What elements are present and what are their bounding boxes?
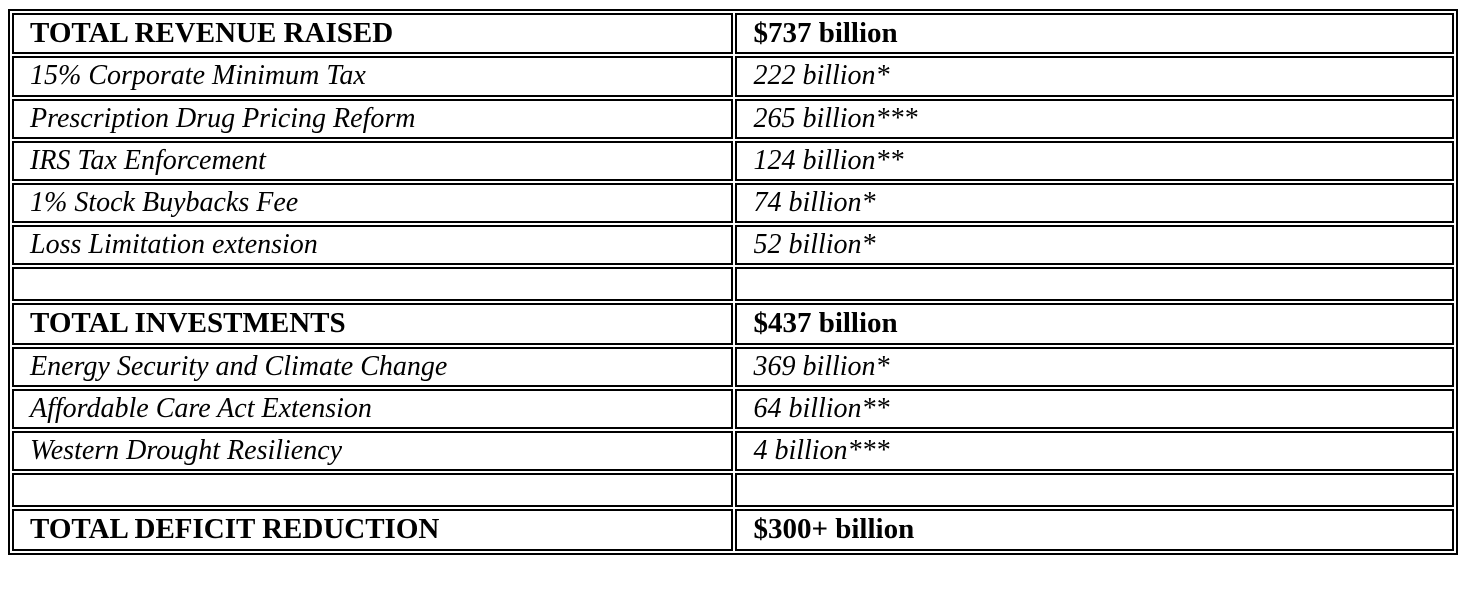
item-cell: TOTAL INVESTMENTS (12, 303, 734, 345)
amount-cell: 64 billion** (735, 388, 1454, 429)
amount-cell: $737 billion (735, 13, 1454, 55)
amount-cell (735, 473, 1454, 508)
budget-summary-table: TOTAL REVENUE RAISED $737 billion 15% Corp… (8, 9, 1458, 555)
table-row: TOTAL REVENUE RAISED $737 billion (12, 13, 1454, 55)
amount-cell: $300+ billion (735, 509, 1454, 551)
item-cell: IRS Tax Enforcement (12, 140, 734, 181)
item-cell: Prescription Drug Pricing Reform (12, 98, 734, 139)
table-row: 15% Corporate Minimum Tax 222 billion* (12, 56, 1454, 97)
amount-cell: $437 billion (735, 303, 1454, 345)
item-cell: Energy Security and Climate Change (12, 346, 734, 387)
table-row: IRS Tax Enforcement 124 billion** (12, 140, 1454, 181)
item-cell: TOTAL REVENUE RAISED (12, 13, 734, 55)
table-row: 1% Stock Buybacks Fee 74 billion* (12, 182, 1454, 224)
item-cell: 1% Stock Buybacks Fee (12, 182, 734, 224)
table-row: Prescription Drug Pricing Reform 265 bill… (12, 98, 1454, 139)
amount-cell: 74 billion* (735, 182, 1454, 224)
spacer-row (12, 267, 1454, 302)
amount-cell (735, 267, 1454, 302)
spacer-row (12, 473, 1454, 508)
item-cell: Affordable Care Act Extension (12, 388, 734, 429)
item-cell: 15% Corporate Minimum Tax (12, 56, 734, 97)
table-row: Energy Security and Climate Change 369 bi… (12, 346, 1454, 387)
table-row: Western Drought Resiliency 4 billion*** (12, 431, 1454, 472)
item-cell: Western Drought Resiliency (12, 431, 734, 472)
amount-cell: 265 billion*** (735, 98, 1454, 139)
table-row: Affordable Care Act Extension 64 billion*… (12, 388, 1454, 429)
table-row: TOTAL DEFICIT REDUCTION $300+ billion (12, 509, 1454, 551)
item-cell (12, 267, 734, 302)
amount-cell: 124 billion** (735, 140, 1454, 181)
item-cell (12, 473, 734, 508)
amount-cell: 52 billion* (735, 225, 1454, 266)
amount-cell: 222 billion* (735, 56, 1454, 97)
table-row: TOTAL INVESTMENTS $437 billion (12, 303, 1454, 345)
item-cell: Loss Limitation extension (12, 225, 734, 266)
budget-summary-table-body: TOTAL REVENUE RAISED $737 billion 15% Corp… (12, 13, 1454, 551)
table-row: Loss Limitation extension 52 billion* (12, 225, 1454, 266)
amount-cell: 4 billion*** (735, 431, 1454, 472)
item-cell: TOTAL DEFICIT REDUCTION (12, 509, 734, 551)
amount-cell: 369 billion* (735, 346, 1454, 387)
